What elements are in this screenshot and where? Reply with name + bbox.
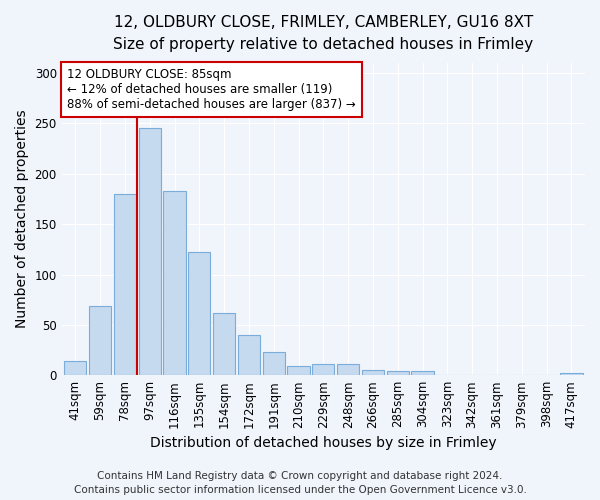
Bar: [163, 191, 185, 375]
Bar: [287, 366, 310, 375]
Bar: [64, 361, 86, 375]
Text: Contains HM Land Registry data © Crown copyright and database right 2024.
Contai: Contains HM Land Registry data © Crown c…: [74, 471, 526, 495]
Bar: [386, 371, 409, 375]
Bar: [89, 306, 111, 375]
Text: 12 OLDBURY CLOSE: 85sqm
← 12% of detached houses are smaller (119)
88% of semi-d: 12 OLDBURY CLOSE: 85sqm ← 12% of detache…: [67, 68, 356, 111]
Bar: [238, 335, 260, 375]
Bar: [312, 364, 334, 375]
Bar: [337, 364, 359, 375]
Bar: [362, 370, 384, 375]
Title: 12, OLDBURY CLOSE, FRIMLEY, CAMBERLEY, GU16 8XT
Size of property relative to det: 12, OLDBURY CLOSE, FRIMLEY, CAMBERLEY, G…: [113, 15, 533, 52]
Bar: [213, 313, 235, 375]
Bar: [263, 352, 285, 375]
Bar: [139, 128, 161, 375]
Bar: [412, 371, 434, 375]
Y-axis label: Number of detached properties: Number of detached properties: [15, 110, 29, 328]
Bar: [114, 194, 136, 375]
Bar: [188, 252, 211, 375]
Bar: [560, 373, 583, 375]
X-axis label: Distribution of detached houses by size in Frimley: Distribution of detached houses by size …: [150, 436, 497, 450]
